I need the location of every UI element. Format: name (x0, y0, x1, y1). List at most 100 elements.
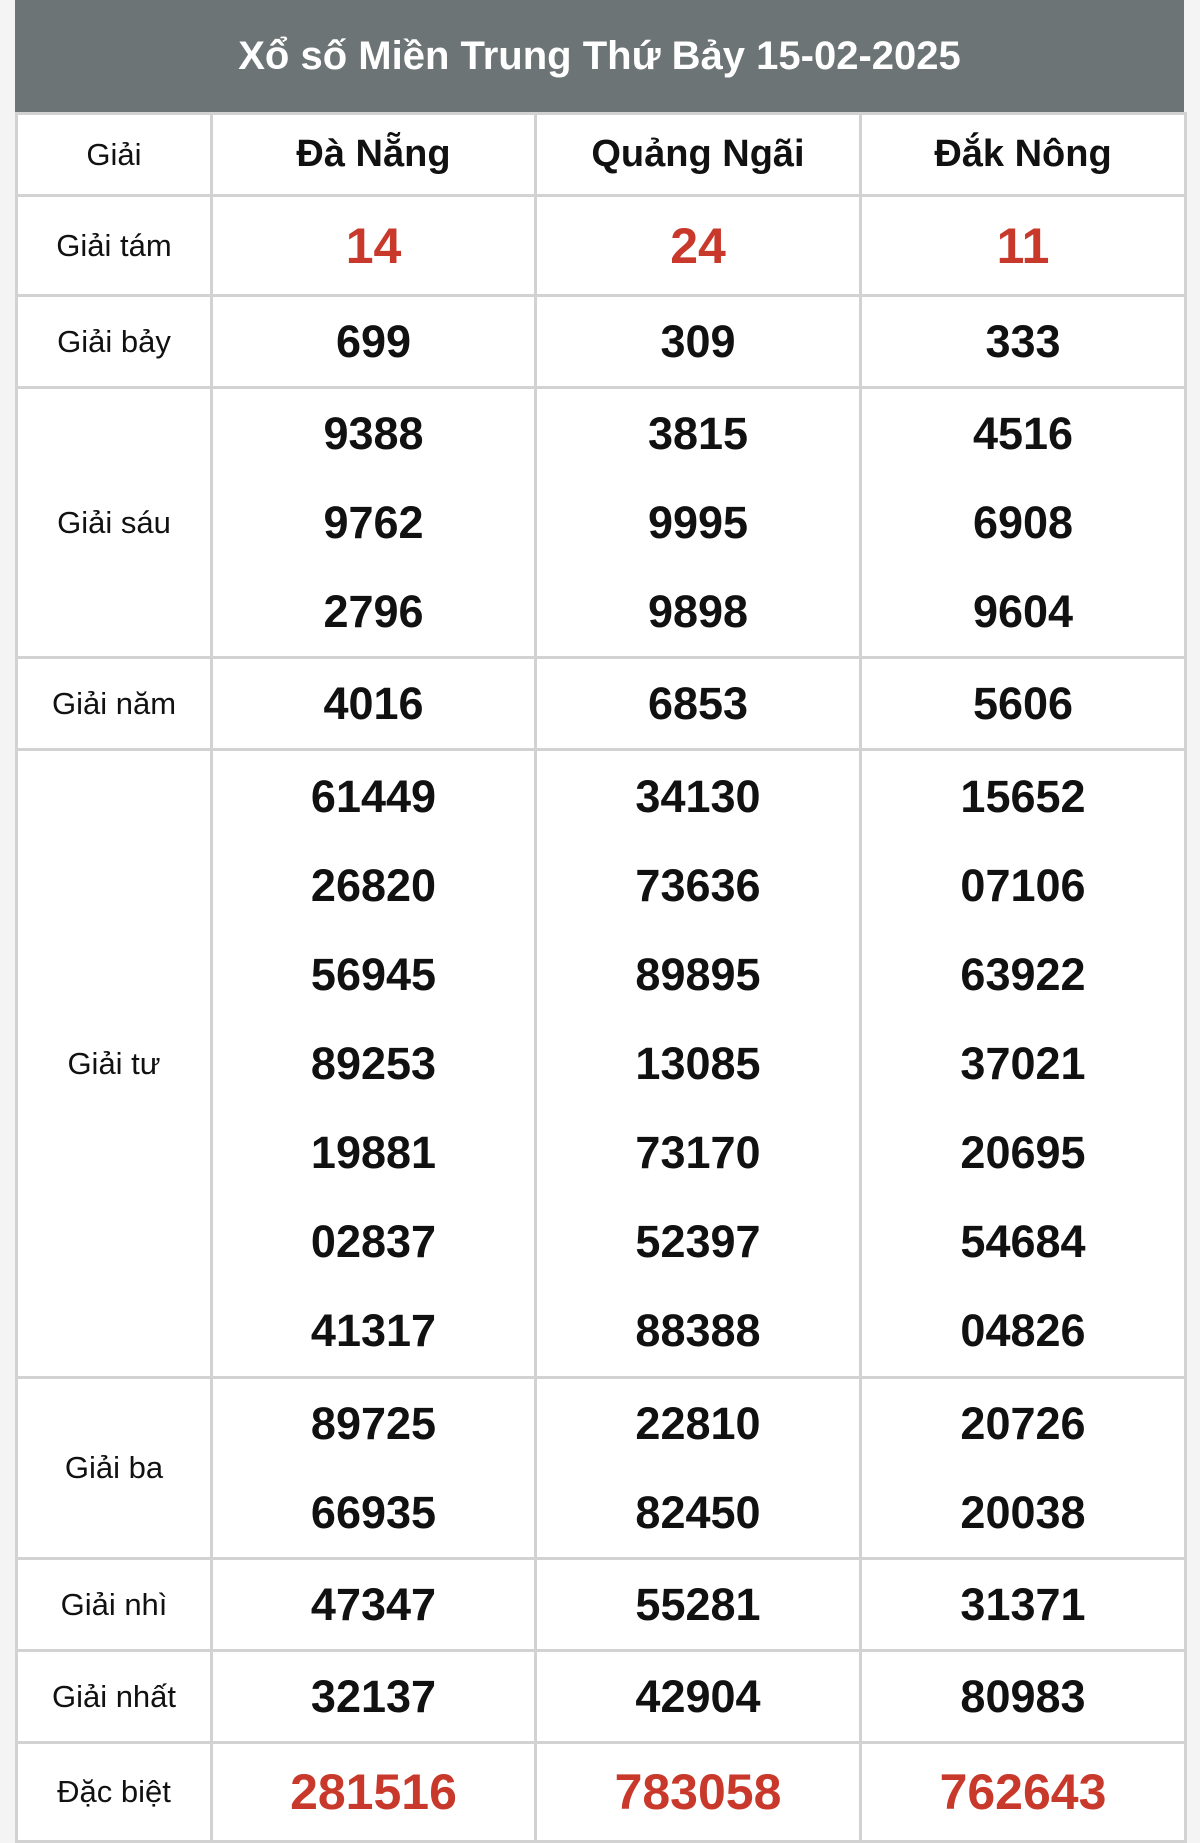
winning-number: 19881 (310, 1127, 437, 1178)
prize-row: Giải bảy 699 309 333 (15, 294, 1187, 389)
winning-number: 20726 (960, 1398, 1086, 1449)
winning-number: 4516 (972, 408, 1074, 459)
prize-label: Giải nhất (15, 1649, 213, 1744)
winning-number: 2796 (323, 586, 424, 637)
winning-number: 5606 (972, 678, 1074, 729)
winning-number: 24 (670, 217, 726, 274)
winning-number: 26820 (310, 860, 437, 911)
winning-number: 55281 (635, 1579, 761, 1630)
column-header-province: Đắk Nông (859, 112, 1187, 197)
prize-cell: 281516 (210, 1741, 537, 1843)
winning-number: 42904 (635, 1671, 761, 1722)
winning-number: 66935 (310, 1487, 437, 1538)
prize-label: Giải tám (15, 194, 213, 297)
prize-cell: 20726 20038 (859, 1376, 1187, 1560)
prize-row: Giải tư 61449 26820 56945 89253 19881 02837 413… (15, 748, 1187, 1379)
winning-number: 333 (985, 316, 1061, 367)
winning-number: 82450 (635, 1487, 761, 1538)
column-header-province: Đà Nẵng (210, 112, 537, 197)
winning-number: 41317 (310, 1305, 437, 1356)
winning-number: 6908 (972, 497, 1074, 548)
prize-cell: 34130 73636 89895 13085 73170 52397 88388 (534, 748, 862, 1379)
prize-row: Giải nhì 47347 55281 31371 (15, 1557, 1187, 1652)
winning-number: 61449 (310, 771, 437, 822)
prize-cell: 42904 (534, 1649, 862, 1744)
winning-number: 20038 (960, 1487, 1086, 1538)
prize-cell: 14 (210, 194, 537, 297)
prize-label: Giải năm (15, 656, 213, 751)
prize-cell: 4516 6908 9604 (859, 386, 1187, 659)
winning-number: 56945 (310, 949, 437, 1000)
winning-number: 13085 (635, 1038, 761, 1089)
winning-number: 20695 (960, 1127, 1086, 1178)
prize-cell: 5606 (859, 656, 1187, 751)
prize-cell: 333 (859, 294, 1187, 389)
winning-number: 89725 (310, 1398, 437, 1449)
winning-number: 02837 (310, 1216, 437, 1267)
winning-number: 63922 (960, 949, 1086, 1000)
prize-label: Giải tư (15, 748, 213, 1379)
prize-cell: 55281 (534, 1557, 862, 1652)
winning-number: 4016 (323, 678, 424, 729)
winning-number: 6853 (647, 678, 749, 729)
prize-row: Đặc biệt 281516 783058 762643 (15, 1741, 1187, 1843)
winning-number: 32137 (310, 1671, 437, 1722)
winning-number: 309 (660, 316, 736, 367)
winning-number: 9898 (647, 586, 749, 637)
prize-cell: 762643 (859, 1741, 1187, 1843)
prize-label: Giải sáu (15, 386, 213, 659)
prize-label: Đặc biệt (15, 1741, 213, 1843)
prize-cell: 31371 (859, 1557, 1187, 1652)
prize-cell: 4016 (210, 656, 537, 751)
winning-number: 47347 (310, 1579, 437, 1630)
prize-cell: 24 (534, 194, 862, 297)
winning-number: 52397 (635, 1216, 761, 1267)
winning-number: 15652 (960, 771, 1086, 822)
winning-number: 07106 (960, 860, 1086, 911)
prize-label: Giải nhì (15, 1557, 213, 1652)
winning-number: 73636 (635, 860, 761, 911)
winning-number: 31371 (960, 1579, 1086, 1630)
page-title: Xổ số Miền Trung Thứ Bảy 15-02-2025 (15, 0, 1184, 112)
prize-cell: 783058 (534, 1741, 862, 1843)
winning-number: 14 (345, 217, 402, 274)
prize-cell: 9388 9762 2796 (210, 386, 537, 659)
header-row: Giải Đà Nẵng Quảng Ngãi Đắk Nông (15, 112, 1187, 197)
winning-number: 54684 (960, 1216, 1086, 1267)
prize-cell: 89725 66935 (210, 1376, 537, 1560)
prize-cell: 47347 (210, 1557, 537, 1652)
winning-number: 783058 (614, 1763, 782, 1820)
prize-row: Giải tám 14 24 11 (15, 194, 1187, 297)
prize-cell: 15652 07106 63922 37021 20695 54684 04826 (859, 748, 1187, 1379)
prize-cell: 61449 26820 56945 89253 19881 02837 41317 (210, 748, 537, 1379)
winning-number: 3815 (647, 408, 749, 459)
winning-number: 89253 (310, 1038, 437, 1089)
prize-cell: 309 (534, 294, 862, 389)
prize-cell: 699 (210, 294, 537, 389)
winning-number: 9604 (972, 586, 1074, 637)
winning-number: 699 (335, 316, 412, 367)
winning-number: 80983 (960, 1671, 1086, 1722)
winning-number: 88388 (635, 1305, 761, 1356)
winning-number: 9388 (323, 408, 424, 459)
winning-number: 22810 (635, 1398, 761, 1449)
winning-number: 73170 (635, 1127, 761, 1178)
prize-row: Giải ba 89725 66935 22810 82450 20726 20038 (15, 1376, 1187, 1560)
prize-label: Giải bảy (15, 294, 213, 389)
winning-number: 34130 (635, 771, 761, 822)
winning-number: 11 (996, 217, 1050, 274)
winning-number: 281516 (290, 1763, 457, 1820)
prize-row: Giải nhất 32137 42904 80983 (15, 1649, 1187, 1744)
prize-label: Giải ba (15, 1376, 213, 1560)
prize-cell: 22810 82450 (534, 1376, 862, 1560)
winning-number: 762643 (939, 1763, 1107, 1820)
results-container: Xổ số Miền Trung Thứ Bảy 15-02-2025 Giải… (15, 0, 1187, 1843)
prize-cell: 3815 9995 9898 (534, 386, 862, 659)
winning-number: 04826 (960, 1305, 1086, 1356)
prize-cell: 11 (859, 194, 1187, 297)
winning-number: 9995 (647, 497, 749, 548)
prize-row: Giải sáu 9388 9762 2796 3815 9995 9898 4516 6908… (15, 386, 1187, 659)
winning-number: 37021 (960, 1038, 1086, 1089)
column-header-province: Quảng Ngãi (534, 112, 862, 197)
prize-cell: 6853 (534, 656, 862, 751)
